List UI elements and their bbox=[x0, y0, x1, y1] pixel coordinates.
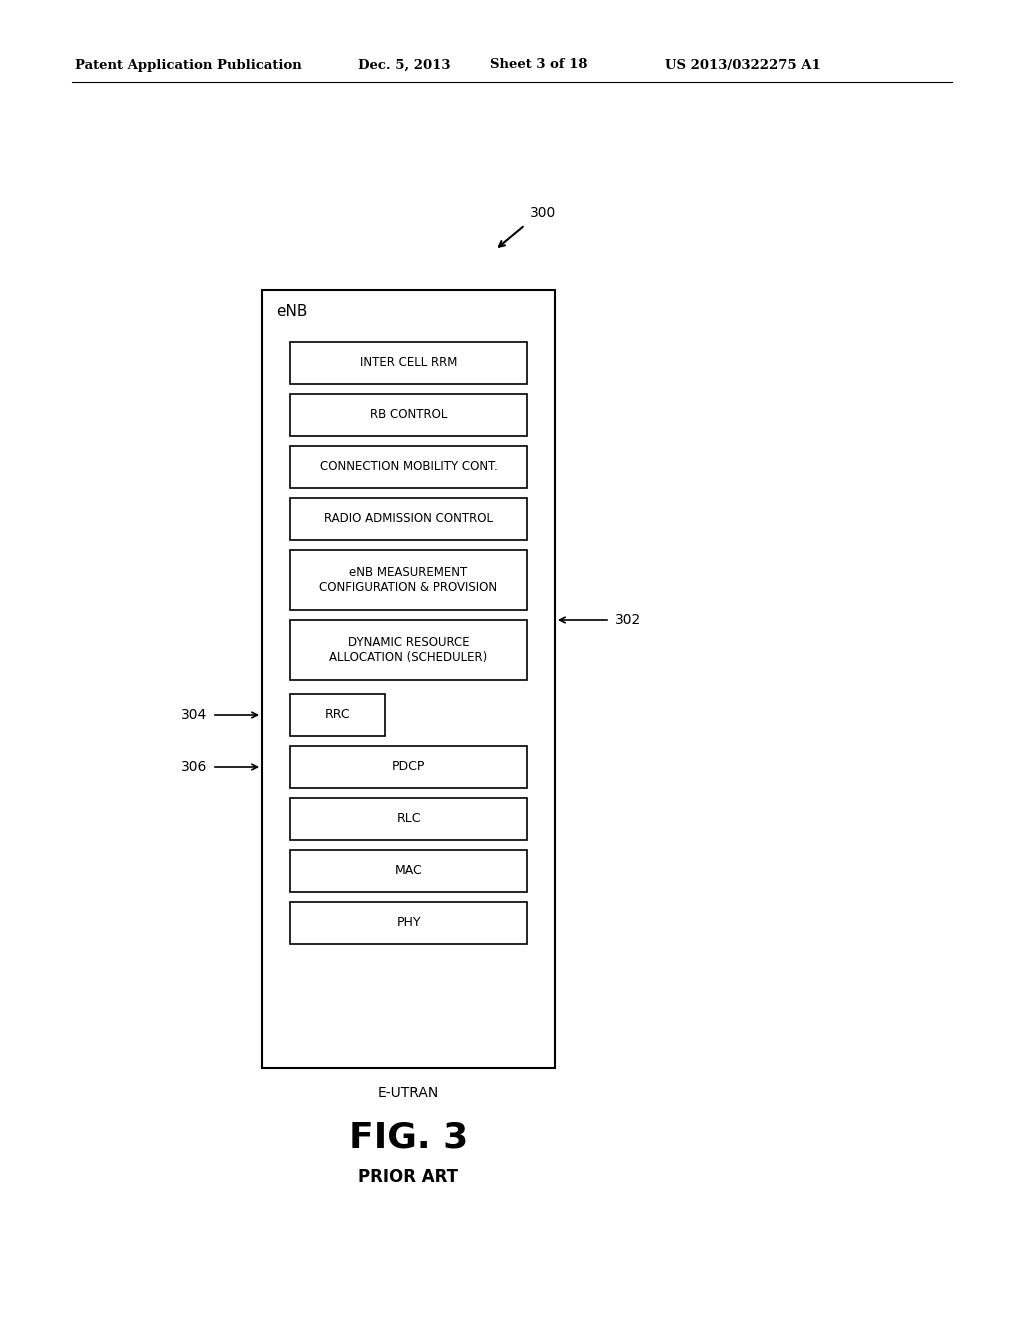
Text: Sheet 3 of 18: Sheet 3 of 18 bbox=[490, 58, 588, 71]
Bar bbox=[290, 498, 527, 540]
Bar bbox=[290, 446, 527, 488]
Text: 306: 306 bbox=[180, 760, 207, 774]
Text: eNB MEASUREMENT
CONFIGURATION & PROVISION: eNB MEASUREMENT CONFIGURATION & PROVISIO… bbox=[319, 566, 498, 594]
Text: PHY: PHY bbox=[396, 916, 421, 929]
Text: CONNECTION MOBILITY CONT.: CONNECTION MOBILITY CONT. bbox=[319, 461, 498, 474]
Text: 302: 302 bbox=[615, 612, 641, 627]
Text: RB CONTROL: RB CONTROL bbox=[370, 408, 447, 421]
Text: MAC: MAC bbox=[394, 865, 422, 878]
Text: 304: 304 bbox=[181, 708, 207, 722]
Bar bbox=[290, 550, 527, 610]
Bar bbox=[290, 746, 527, 788]
Text: Dec. 5, 2013: Dec. 5, 2013 bbox=[358, 58, 451, 71]
Text: DYNAMIC RESOURCE
ALLOCATION (SCHEDULER): DYNAMIC RESOURCE ALLOCATION (SCHEDULER) bbox=[330, 636, 487, 664]
Bar bbox=[290, 694, 385, 737]
Text: FIG. 3: FIG. 3 bbox=[349, 1119, 468, 1154]
Text: PDCP: PDCP bbox=[392, 760, 425, 774]
Text: PRIOR ART: PRIOR ART bbox=[358, 1168, 459, 1185]
Text: RADIO ADMISSION CONTROL: RADIO ADMISSION CONTROL bbox=[324, 512, 493, 525]
Text: US 2013/0322275 A1: US 2013/0322275 A1 bbox=[665, 58, 821, 71]
Text: 300: 300 bbox=[530, 206, 556, 220]
Text: RRC: RRC bbox=[325, 709, 350, 722]
Text: INTER CELL RRM: INTER CELL RRM bbox=[359, 356, 457, 370]
Bar bbox=[290, 799, 527, 840]
Bar bbox=[290, 342, 527, 384]
Bar bbox=[262, 290, 555, 1068]
Text: eNB: eNB bbox=[276, 304, 307, 319]
Text: E-UTRAN: E-UTRAN bbox=[378, 1086, 439, 1100]
Bar bbox=[290, 620, 527, 680]
Text: RLC: RLC bbox=[396, 813, 421, 825]
Text: Patent Application Publication: Patent Application Publication bbox=[75, 58, 302, 71]
Bar bbox=[290, 902, 527, 944]
Bar bbox=[290, 850, 527, 892]
Bar bbox=[290, 393, 527, 436]
